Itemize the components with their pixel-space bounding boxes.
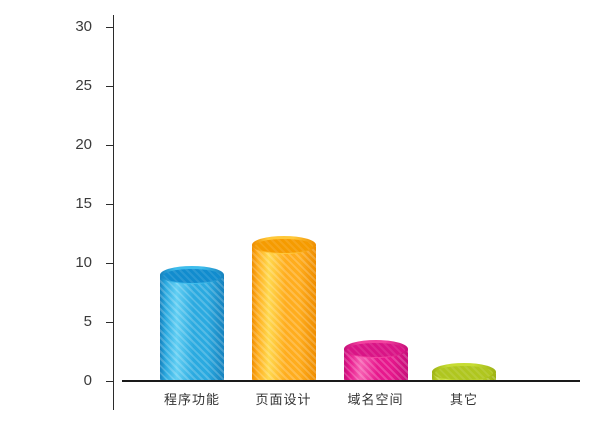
y-tick-mark-25 xyxy=(106,86,113,87)
cylinder-top xyxy=(160,265,224,284)
y-tick-label-20: 20 xyxy=(75,136,92,153)
y-tick-label-15: 15 xyxy=(75,195,92,212)
cylinder-body xyxy=(251,245,316,381)
y-tick-mark-30 xyxy=(106,27,113,28)
y-tick-label-30: 30 xyxy=(75,18,92,35)
x-category-label-2: 页面设计 xyxy=(255,392,312,407)
y-tick-mark-15 xyxy=(106,204,113,205)
x-axis-line xyxy=(122,380,580,382)
cylinder-top xyxy=(251,236,316,255)
bar-cylinder-blue xyxy=(160,265,224,381)
bar-cylinder-orange xyxy=(251,236,316,381)
bar-cylinder-magenta xyxy=(343,340,408,381)
y-tick-mark-0 xyxy=(106,381,113,382)
y-tick-mark-10 xyxy=(106,263,113,264)
cylinder-top xyxy=(432,362,496,381)
y-tick-mark-5 xyxy=(106,322,113,323)
y-tick-label-5: 5 xyxy=(83,313,92,330)
y-axis-line xyxy=(113,15,114,410)
cylinder-body xyxy=(160,274,224,381)
x-category-label-4: 其它 xyxy=(449,392,478,407)
bar-cylinder-green xyxy=(432,362,496,381)
cylinder-top xyxy=(343,340,408,359)
y-tick-label-25: 25 xyxy=(75,77,92,94)
y-tick-label-10: 10 xyxy=(75,254,92,271)
x-category-label-1: 程序功能 xyxy=(163,392,220,407)
y-tick-label-0: 0 xyxy=(83,372,92,389)
x-category-label-3: 域名空间 xyxy=(347,392,404,407)
y-tick-mark-20 xyxy=(106,145,113,146)
